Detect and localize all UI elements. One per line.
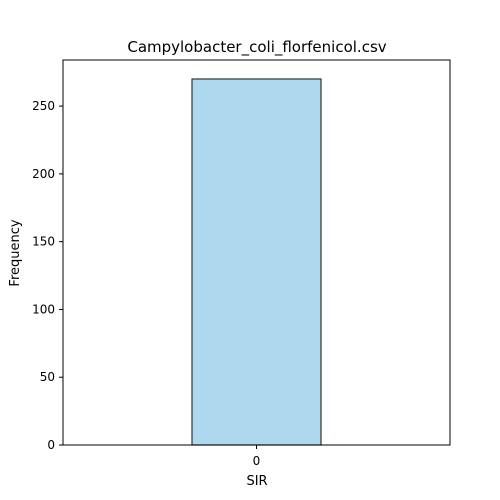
chart-title: Campylobacter_coli_florfenicol.csv: [127, 38, 386, 57]
plot-area: [191, 78, 322, 446]
x-axis-label: SIR: [246, 474, 267, 489]
y-tick-label: 200: [32, 167, 55, 181]
y-tick-label: 50: [40, 370, 55, 384]
x-tick-label: 0: [253, 454, 261, 468]
y-tick-label: 250: [32, 99, 55, 113]
y-tick-label: 150: [32, 235, 55, 249]
bar-0: [191, 78, 322, 446]
y-axis-label: Frequency: [8, 219, 23, 286]
y-tick-label: 0: [47, 438, 55, 452]
y-tick-label: 100: [32, 302, 55, 316]
